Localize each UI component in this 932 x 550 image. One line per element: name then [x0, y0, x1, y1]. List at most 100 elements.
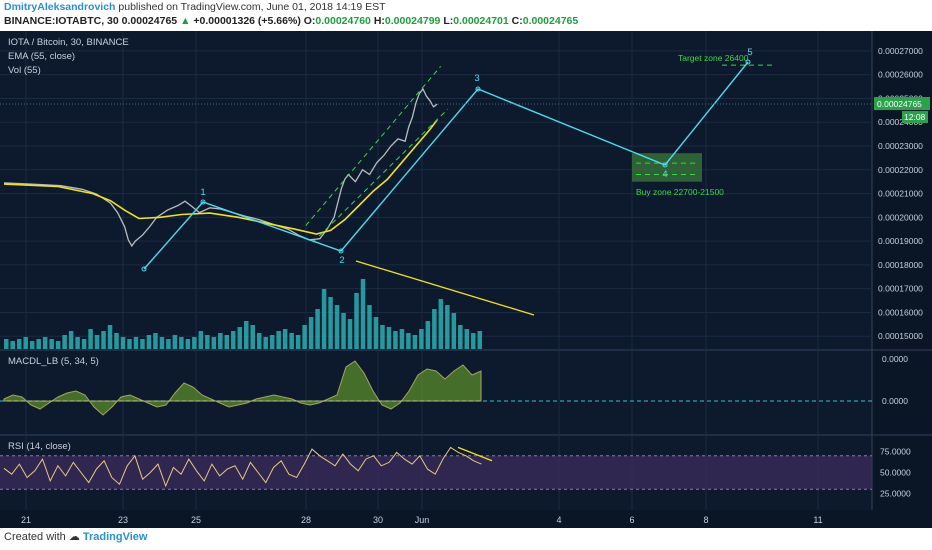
volume-bar: [88, 329, 93, 349]
volume-bar: [458, 325, 463, 349]
wave-node: [745, 59, 751, 65]
volume-bar: [23, 337, 28, 349]
chart-background: [0, 31, 932, 510]
volume-bar: [282, 329, 288, 349]
volume-bar: [68, 331, 74, 349]
volume-bar: [308, 317, 314, 349]
target-zone-label: Target zone 26400: [678, 53, 749, 63]
volume-bar: [406, 333, 411, 349]
wave-node: [338, 248, 344, 254]
volume-bar: [237, 327, 243, 349]
price-tick-label: 0.00027000: [878, 46, 923, 56]
volume-bar: [334, 305, 340, 349]
price-tick-label: 0.00021000: [878, 189, 923, 199]
volume-bar: [4, 339, 9, 349]
volume-bar: [179, 337, 184, 349]
high-label: H:: [373, 15, 385, 27]
volume-bar: [211, 337, 217, 349]
price-tick-label: 0.00023000: [878, 141, 923, 151]
high-value: 0.00024799: [384, 15, 441, 27]
time-tick-label: 28: [301, 515, 311, 525]
close-value: 0.00024765: [522, 15, 579, 27]
tradingview-brand[interactable]: TradingView: [82, 531, 148, 543]
volume-bar: [328, 297, 333, 349]
volume-bar: [380, 325, 385, 349]
volume-bar: [412, 335, 418, 349]
last-price-flag: [874, 97, 930, 111]
price-change: +0.00001326 (+5.66%): [193, 15, 301, 27]
volume-bar: [347, 319, 353, 349]
volume-bar: [399, 329, 405, 349]
wave-node: [141, 266, 147, 272]
volume-bar: [159, 337, 165, 349]
rsi-tick-label: 25.0000: [880, 488, 911, 498]
volume-bar: [354, 293, 359, 349]
macd-tick-label: 0.0000: [882, 396, 908, 406]
rsi-pane-title: RSI (14, close): [8, 441, 71, 452]
ema-legend: EMA (55, close): [8, 51, 75, 62]
volume-bar: [445, 305, 450, 349]
volume-bar: [166, 339, 171, 349]
wave-label-5: 5: [747, 47, 752, 58]
rsi-tick-label: 75.0000: [880, 447, 911, 457]
open-label: O:: [303, 15, 316, 27]
channel-upper: [305, 66, 442, 226]
symbol: BINANCE:IOTABTC, 30: [4, 15, 119, 27]
volume-bar: [10, 341, 15, 349]
volume-bar: [75, 337, 80, 349]
volume-bar: [295, 335, 301, 349]
volume-bar: [16, 339, 22, 349]
volume-bar: [231, 331, 236, 349]
wave-node: [475, 86, 481, 92]
volume-bar: [276, 331, 281, 349]
rsi-tick-label: 50.0000: [880, 468, 911, 478]
buy-zone-label: Buy zone 22700-21500: [636, 187, 724, 197]
volume-bar: [218, 333, 223, 349]
wave-node: [200, 199, 206, 205]
volume-bar: [81, 339, 87, 349]
volume-bar: [438, 299, 444, 349]
volume-bar: [302, 325, 307, 349]
volume-bar: [146, 335, 152, 349]
volume-bar: [393, 331, 398, 349]
volume-bar: [419, 329, 424, 349]
volume-bar: [185, 339, 191, 349]
quote-line: BINANCE:IOTABTC, 30 0.00024765 ▲ +0.0000…: [4, 15, 578, 27]
volume-legend: Vol (55): [8, 65, 41, 76]
volume-bar: [321, 289, 327, 349]
volume-bar: [42, 337, 48, 349]
time-tick-label: 25: [191, 515, 201, 525]
time-tick-label: 21: [21, 515, 31, 525]
macd-histogram: [3, 360, 482, 416]
author-link[interactable]: DmitryAleksandrovich: [4, 1, 116, 13]
volume-bar: [425, 321, 431, 349]
volume-bar: [94, 335, 100, 349]
time-tick-label: Jun: [415, 515, 430, 525]
volume-bar: [198, 331, 204, 349]
volume-trendline: [355, 260, 535, 316]
volume-bar: [289, 333, 294, 349]
volume-bar: [133, 337, 139, 349]
channel-lower: [312, 108, 449, 243]
low-value: 0.00024701: [453, 15, 509, 27]
macd-pane-title: MACDL_LB (5, 34, 5): [8, 356, 99, 367]
price-tick-label: 0.00022000: [878, 165, 923, 175]
volume-bar: [373, 317, 379, 349]
price-tick-label: 0.00019000: [878, 236, 923, 246]
price-tick-label: 0.00018000: [878, 260, 923, 270]
chart-canvas[interactable]: 0.000270000.000260000.000250000.00024000…: [0, 31, 932, 528]
time-tick-label: 6: [629, 515, 634, 525]
volume-bar: [192, 337, 197, 349]
volume-bar: [250, 325, 255, 349]
time-tick-label: 4: [556, 515, 561, 525]
close-label: C:: [511, 15, 523, 27]
price-tick-label: 0.00026000: [878, 70, 923, 80]
price-tick-label: 0.00016000: [878, 307, 923, 317]
volume-bar: [224, 335, 230, 349]
last-price-flag-text: 0.00024765: [877, 99, 922, 109]
volume-bar: [471, 333, 476, 349]
time-tick-label: 23: [118, 515, 128, 525]
volume-bar: [451, 313, 457, 349]
published-text: published on TradingView.com, June 01, 2…: [118, 1, 386, 13]
volume-bar: [263, 337, 268, 349]
